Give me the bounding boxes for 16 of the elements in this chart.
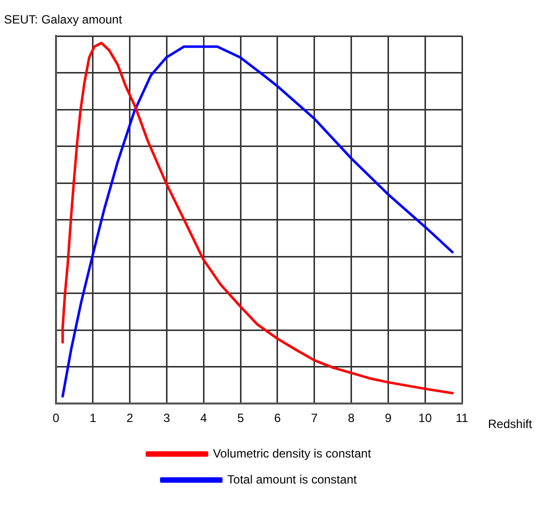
- x-tick-label: 4: [200, 411, 208, 426]
- x-tick-label: 7: [311, 411, 318, 426]
- x-tick-label: 3: [163, 411, 170, 426]
- x-tick-label: 0: [52, 411, 60, 426]
- x-tick-label: 11: [456, 411, 469, 426]
- x-tick-label: 1: [90, 411, 97, 426]
- legend-label: Volumetric density is constant: [212, 446, 372, 460]
- legend-label: Total amount is constant: [227, 472, 358, 486]
- x-tick-label: 9: [384, 411, 392, 426]
- x-tick-label: 8: [348, 411, 355, 426]
- y-axis-title: SEUT: Galaxy amount: [4, 12, 123, 26]
- x-tick-label: 10: [418, 411, 432, 426]
- x-tick-label: 2: [126, 411, 134, 426]
- x-tick-label: 6: [274, 411, 282, 426]
- x-axis-title: Redshift: [488, 416, 533, 431]
- x-tick-label: 5: [237, 411, 244, 426]
